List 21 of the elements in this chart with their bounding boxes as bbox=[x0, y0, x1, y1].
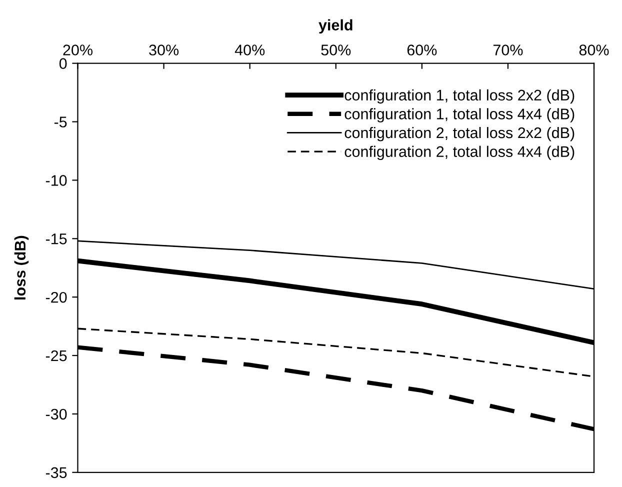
x-axis-title: yield bbox=[318, 19, 352, 34]
x-tick-label: 80% bbox=[579, 44, 609, 56]
y-tick-label: -35 bbox=[46, 467, 67, 478]
x-tick-label: 70% bbox=[493, 44, 523, 56]
y-axis-title: loss (dB) bbox=[14, 236, 29, 300]
x-tick-label: 60% bbox=[407, 44, 437, 56]
x-tick-label: 20% bbox=[63, 44, 92, 56]
y-tick-label: -25 bbox=[46, 350, 67, 362]
x-tick-label: 30% bbox=[149, 44, 179, 56]
y-tick-label: -30 bbox=[46, 408, 67, 420]
x-tick-label: 40% bbox=[234, 44, 265, 56]
legend-label: configuration 2, total loss 4x4 (dB) bbox=[344, 146, 574, 160]
legend-label: configuration 1, total loss 4x4 (dB) bbox=[344, 108, 574, 122]
y-tick-label: -15 bbox=[46, 234, 67, 244]
legend-label: configuration 1, total loss 2x2 (dB) bbox=[344, 89, 574, 104]
y-tick-label: -10 bbox=[46, 175, 67, 186]
x-tick-label: 50% bbox=[321, 44, 351, 56]
y-tick-label: -5 bbox=[54, 116, 67, 128]
legend-label: configuration 2, total loss 2x2 (dB) bbox=[344, 126, 574, 142]
y-tick-label: -20 bbox=[46, 292, 67, 303]
y-tick-label: 0 bbox=[59, 58, 67, 69]
